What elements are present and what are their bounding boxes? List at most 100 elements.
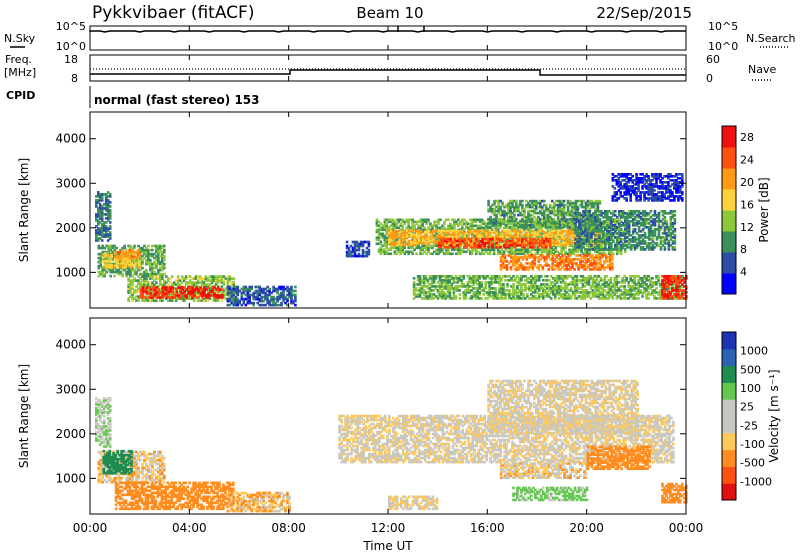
- range-gate-cell: [389, 246, 393, 250]
- range-gate-cell: [506, 250, 510, 254]
- range-gate-cell: [228, 289, 232, 292]
- range-gate-cell: [582, 212, 585, 215]
- range-gate-cell: [135, 289, 138, 292]
- range-gate-cell: [544, 221, 548, 225]
- range-gate-cell: [517, 221, 520, 225]
- range-gate-cell: [503, 213, 506, 217]
- range-gate-cell: [546, 252, 549, 256]
- range-gate-cell: [139, 272, 142, 276]
- range-gate-cell: [623, 173, 626, 176]
- range-gate-cell: [669, 216, 673, 219]
- range-gate-cell: [584, 226, 587, 229]
- range-gate-cell: [355, 240, 359, 244]
- range-gate-cell: [453, 229, 457, 233]
- range-gate-cell: [97, 195, 100, 198]
- range-gate-cell: [388, 241, 391, 245]
- range-gate-cell: [519, 239, 522, 243]
- range-gate-cell: [588, 203, 592, 207]
- echo-patch: [95, 191, 112, 242]
- range-gate-cell: [117, 268, 120, 272]
- range-gate-cell: [131, 279, 134, 282]
- range-gate-cell: [451, 229, 455, 233]
- range-gate-cell: [137, 289, 140, 292]
- range-gate-cell: [425, 235, 429, 239]
- range-gate-cell: [469, 237, 473, 241]
- range-gate-cell: [627, 210, 631, 213]
- range-gate-cell: [600, 230, 603, 233]
- range-gate-cell: [433, 244, 436, 248]
- range-gate-cell: [554, 250, 557, 254]
- range-gate-cell: [455, 252, 458, 256]
- range-gate-cell: [536, 248, 540, 252]
- range-gate-cell: [619, 234, 623, 237]
- range-gate-cell: [151, 291, 154, 294]
- range-gate-cell: [513, 239, 516, 243]
- range-gate-cell: [588, 212, 591, 215]
- range-gate-cell: [527, 223, 530, 227]
- range-gate-cell: [226, 275, 230, 278]
- range-gate-cell: [667, 226, 671, 229]
- range-gate-cell: [104, 259, 107, 263]
- range-gate-cell: [612, 240, 615, 243]
- range-gate-cell: [417, 235, 421, 239]
- range-gate-cell: [586, 226, 589, 230]
- range-gate-cell: [539, 233, 542, 237]
- range-gate-cell: [673, 248, 677, 251]
- range-gate-cell: [627, 189, 630, 192]
- range-gate-cell: [215, 296, 218, 299]
- range-gate-cell: [286, 293, 289, 297]
- range-gate-cell: [294, 295, 297, 299]
- range-gate-cell: [145, 274, 148, 278]
- range-gate-cell: [130, 253, 134, 256]
- range-gate-cell: [210, 275, 214, 278]
- range-gate-cell: [627, 232, 631, 235]
- range-gate-cell: [566, 199, 570, 203]
- range-gate-cell: [397, 235, 401, 239]
- range-gate-cell: [248, 289, 251, 293]
- range-gate-cell: [505, 235, 508, 239]
- range-gate-cell: [108, 237, 112, 240]
- range-gate-cell: [100, 199, 104, 202]
- range-gate-cell: [421, 220, 424, 224]
- range-gate-cell: [509, 219, 512, 223]
- range-gate-cell: [637, 222, 641, 225]
- range-gate-cell: [125, 272, 128, 276]
- range-gate-cell: [649, 232, 653, 235]
- range-gate-cell: [218, 277, 222, 280]
- range-gate-cell: [531, 237, 534, 241]
- range-gate-cell: [541, 243, 544, 247]
- range-gate-cell: [535, 203, 538, 207]
- range-gate-cell: [415, 229, 419, 233]
- range-gate-cell: [647, 242, 651, 245]
- range-gate-cell: [379, 222, 383, 226]
- range-gate-cell: [625, 240, 629, 243]
- range-gate-cell: [550, 217, 554, 221]
- freq-label: Freq.: [5, 53, 32, 66]
- range-gate-cell: [171, 296, 175, 299]
- range-gate-cell: [104, 197, 108, 200]
- range-gate-cell: [491, 221, 494, 225]
- range-gate-cell: [413, 248, 416, 252]
- range-gate-cell: [433, 236, 436, 240]
- range-gate-cell: [487, 231, 490, 235]
- range-gate-cell: [631, 236, 635, 239]
- range-gate-cell: [550, 239, 554, 243]
- range-gate-cell: [252, 297, 255, 301]
- range-gate-cell: [667, 246, 671, 249]
- range-gate-cell: [457, 222, 460, 226]
- range-gate-cell: [260, 289, 263, 293]
- range-gate-cell: [590, 201, 594, 205]
- range-gate-cell: [473, 237, 476, 241]
- range-gate-cell: [104, 193, 108, 196]
- range-gate-cell: [141, 248, 144, 252]
- range-gate-cell: [625, 175, 628, 178]
- range-gate-cell: [522, 248, 526, 252]
- nave-label: Nave: [748, 63, 776, 76]
- range-gate-cell: [101, 274, 104, 278]
- range-gate-cell: [560, 201, 564, 205]
- range-gate-cell: [155, 281, 158, 284]
- range-gate-cell: [546, 223, 550, 227]
- range-gate-cell: [141, 290, 145, 293]
- range-gate-cell: [222, 279, 226, 282]
- range-gate-cell: [208, 279, 212, 282]
